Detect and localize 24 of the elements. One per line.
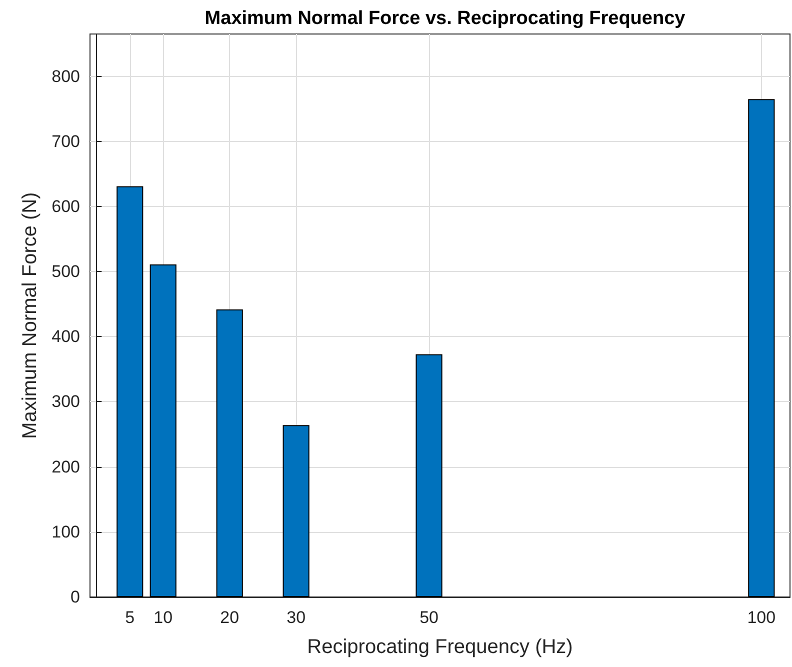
y-tick-label: 600 bbox=[52, 196, 80, 216]
x-tick-label: 5 bbox=[125, 608, 135, 627]
y-tick-label: 0 bbox=[70, 588, 80, 606]
bar bbox=[416, 354, 442, 597]
bar bbox=[282, 425, 310, 597]
y-tick-label: 300 bbox=[52, 392, 80, 412]
y-tick-label: 700 bbox=[52, 132, 80, 151]
chart-title: Maximum Normal Force vs. Reciprocating Frequency bbox=[204, 8, 686, 29]
y-tick-label: 500 bbox=[52, 262, 80, 282]
bar bbox=[216, 309, 243, 597]
y-tick-label: 200 bbox=[52, 457, 80, 476]
y-tick-label: 100 bbox=[52, 522, 80, 542]
y-tick-label: 400 bbox=[52, 327, 80, 346]
x-tick-label: 10 bbox=[154, 608, 173, 627]
x-tick-label: 100 bbox=[747, 608, 776, 627]
bar bbox=[748, 99, 775, 597]
bar bbox=[116, 186, 144, 597]
x-tick-label: 30 bbox=[286, 608, 306, 627]
x-axis-title: Reciprocating Frequency (Hz) bbox=[307, 636, 573, 658]
x-tick-label: 50 bbox=[420, 608, 438, 627]
y-tick-label: 800 bbox=[52, 66, 80, 86]
x-tick-label: 20 bbox=[220, 608, 240, 627]
y-axis-title: Maximum Normal Force (N) bbox=[19, 192, 41, 439]
bar bbox=[150, 264, 176, 597]
